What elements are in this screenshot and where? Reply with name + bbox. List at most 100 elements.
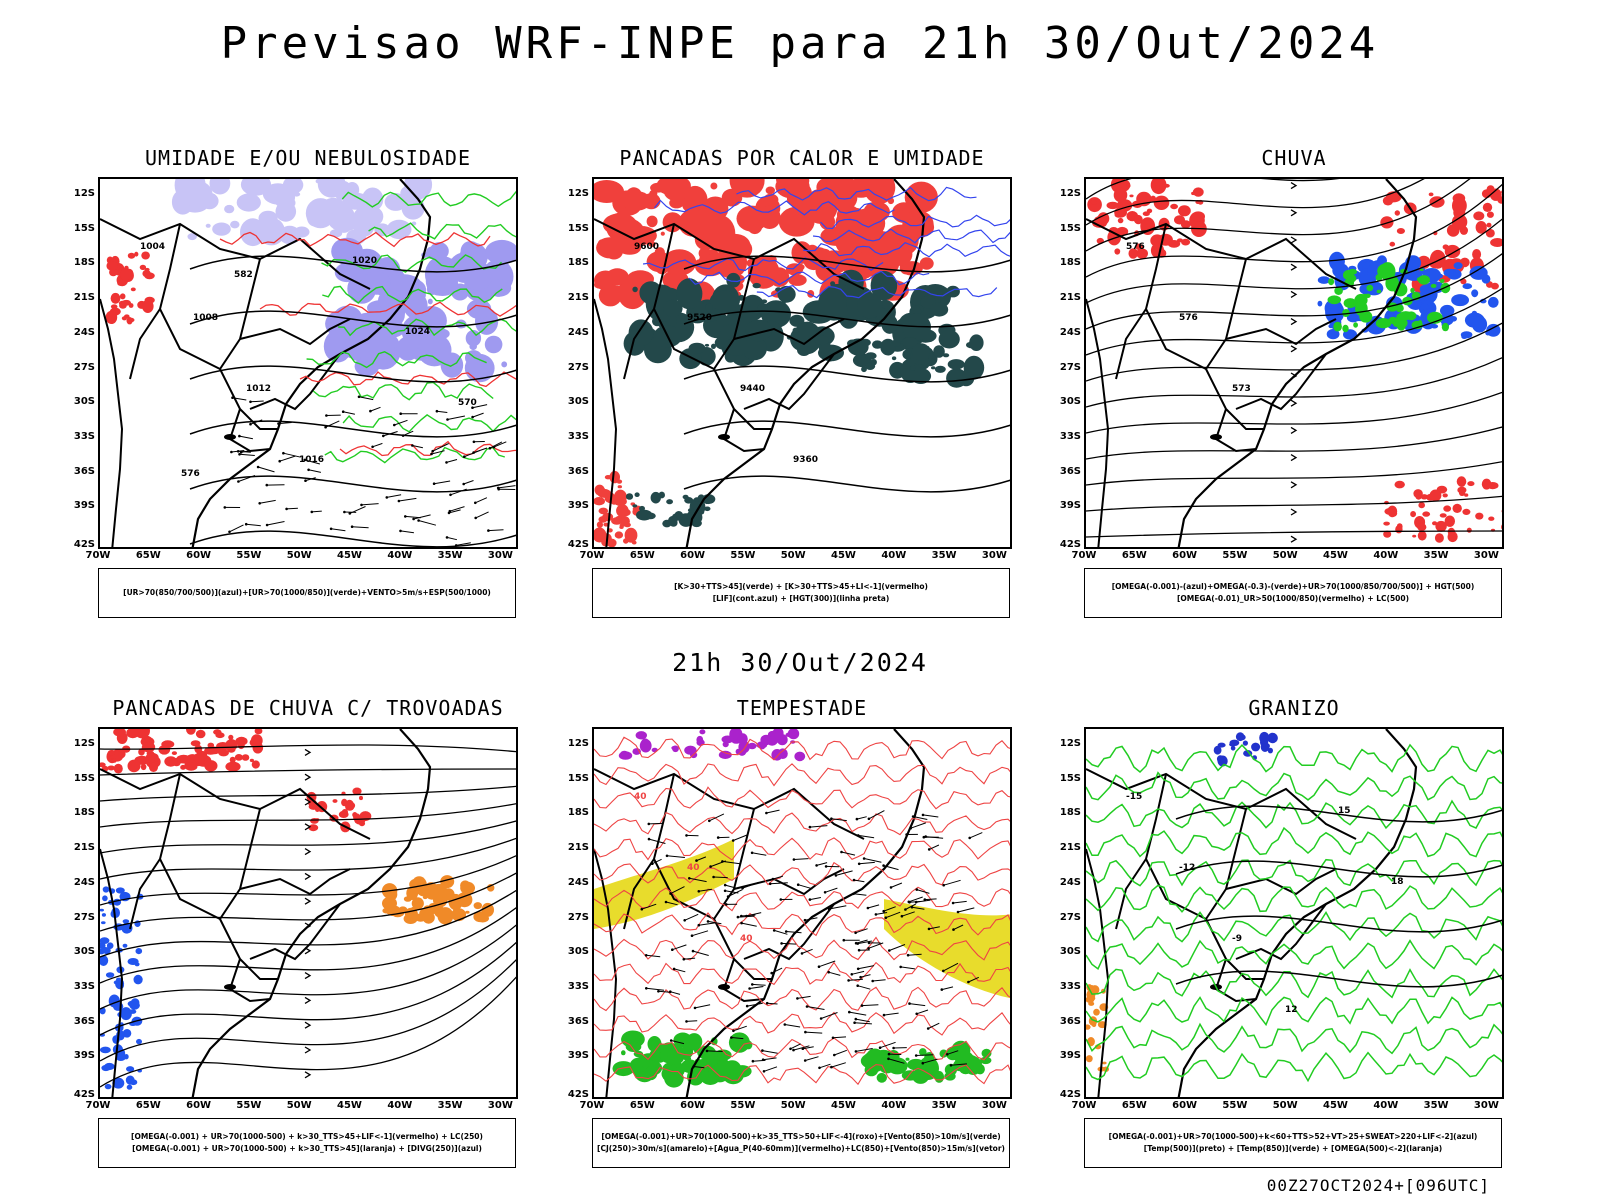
country-border bbox=[228, 408, 271, 453]
streamline bbox=[1086, 179, 1471, 252]
contour-label: -9 bbox=[1232, 934, 1242, 944]
lon-tick-label: 40W bbox=[387, 1100, 413, 1111]
lat-tick-label: 15S bbox=[567, 772, 589, 784]
pressure-contours bbox=[189, 255, 516, 547]
lat-tick-label: 27S bbox=[1059, 911, 1081, 923]
lat-tick-label: 36S bbox=[1059, 1015, 1081, 1027]
contour-label: 1024 bbox=[405, 327, 430, 337]
streamline bbox=[100, 837, 516, 880]
lat-tick-label: 12S bbox=[567, 738, 589, 749]
contour-label: 570 bbox=[458, 398, 477, 408]
country-border bbox=[129, 858, 161, 930]
lat-tick-label: 39S bbox=[1059, 500, 1081, 512]
country-border bbox=[722, 408, 765, 453]
legend-line: [OMEGA(-0.001) + UR>70(1000-500) + k>30_… bbox=[132, 1144, 482, 1153]
country-border bbox=[239, 318, 351, 346]
coastline bbox=[685, 729, 926, 1097]
streamline bbox=[100, 744, 516, 753]
omega-green-area bbox=[1327, 262, 1451, 333]
lon-tick-label: 60W bbox=[186, 1100, 212, 1111]
legend-line: [LIF](cont.azul) + [HGT(300)](linha pret… bbox=[712, 594, 890, 603]
lat-tick-label: 12S bbox=[567, 188, 589, 199]
country-border bbox=[652, 223, 755, 371]
contour-label: 576 bbox=[1179, 313, 1198, 323]
streamline bbox=[100, 976, 516, 1088]
streamline bbox=[100, 924, 516, 1010]
streamline bbox=[1086, 391, 1502, 434]
lon-tick-label: 35W bbox=[437, 1100, 463, 1111]
lon-tick-label: 70W bbox=[1071, 550, 1097, 561]
country-border bbox=[1225, 868, 1337, 896]
contour-label: 1008 bbox=[193, 313, 218, 323]
country-border bbox=[713, 368, 772, 430]
country-border bbox=[1214, 408, 1257, 453]
legend-line: [OMEGA(-0.01)_UR>50(1000/850)(vermelho) … bbox=[1176, 594, 1410, 603]
legend-line: [Temp(500)](preto) + [Temp(850)](verde) … bbox=[1143, 1144, 1443, 1153]
panel-title: PANCADAS POR CALOR E UMIDADE bbox=[619, 146, 985, 170]
lon-tick-label: 30W bbox=[981, 550, 1007, 561]
temp500-contours bbox=[1175, 805, 1502, 988]
lat-tick-label: 36S bbox=[567, 1015, 589, 1027]
lat-tick-label: 18S bbox=[567, 257, 589, 269]
main-title: Previsao WRF-INPE para 21h 30/Out/2024 bbox=[220, 18, 1380, 69]
lon-tick-label: 40W bbox=[881, 1100, 907, 1111]
streamline bbox=[1086, 322, 1502, 382]
lon-tick-label: 65W bbox=[1121, 1100, 1147, 1111]
map-canvas bbox=[100, 729, 516, 1097]
lc850-red-lines bbox=[594, 886, 1010, 912]
lc850-red-lines bbox=[594, 912, 1010, 937]
contour-label: 9440 bbox=[740, 384, 765, 394]
lat-tick-label: 24S bbox=[1059, 326, 1081, 338]
lat-tick-label: 12S bbox=[1059, 188, 1081, 199]
lat-tick-label: 30S bbox=[567, 946, 589, 958]
streamline bbox=[100, 855, 516, 906]
map-umidade: 1004 1008 1012 1016 1020 1024 570 576 582 bbox=[98, 177, 518, 549]
lon-tick-label: 70W bbox=[579, 1100, 605, 1111]
lon-tick-label: 55W bbox=[1222, 550, 1248, 561]
lon-tick-label: 60W bbox=[680, 1100, 706, 1111]
temp850-green-contours bbox=[1086, 771, 1502, 801]
lat-tick-label: 12S bbox=[73, 738, 95, 749]
hgt500-streamlines bbox=[1086, 179, 1502, 543]
contour-label: 15 bbox=[1338, 806, 1351, 816]
country-border bbox=[219, 918, 278, 980]
contour-label: 1004 bbox=[140, 242, 165, 252]
lat-tick-label: 15S bbox=[567, 222, 589, 234]
lif-contour-blue bbox=[642, 257, 884, 272]
lon-tick-label: 65W bbox=[629, 550, 655, 561]
lat-tick-label: 33S bbox=[73, 980, 95, 992]
lon-tick-label: 70W bbox=[85, 550, 111, 561]
legend-line: [K>30+TTS>45](verde) + [K>30+TTS>45+LI<-… bbox=[674, 582, 928, 591]
lon-tick-label: 65W bbox=[135, 550, 161, 561]
legend-pancadas-calor: [K>30+TTS>45](verde) + [K>30+TTS>45+LI<-… bbox=[592, 568, 1010, 618]
panel-title: UMIDADE E/OU NEBULOSIDADE bbox=[144, 146, 472, 170]
country-border bbox=[100, 768, 371, 840]
contour-label: 1012 bbox=[246, 384, 271, 394]
lat-tick-label: 39S bbox=[567, 500, 589, 512]
country-border bbox=[249, 903, 341, 961]
temp850-green-contours bbox=[1086, 939, 1502, 970]
basemap bbox=[100, 729, 432, 1097]
country-border bbox=[1225, 318, 1337, 346]
lat-tick-label: 12S bbox=[1059, 738, 1081, 749]
streamline bbox=[1086, 183, 1502, 278]
lat-tick-label: 24S bbox=[567, 326, 589, 338]
streamline bbox=[100, 872, 516, 932]
moisture-contour-green bbox=[306, 351, 487, 369]
lon-tick-label: 65W bbox=[629, 1100, 655, 1111]
legend-umidade: [UR>70(850/700/500)](azul)+[UR>70(1000/8… bbox=[98, 568, 516, 618]
map-canvas: 576 576 573 bbox=[1086, 179, 1502, 547]
wind-vectors bbox=[223, 395, 516, 547]
lat-tick-label: 12S bbox=[73, 188, 95, 199]
moisture-contour-green bbox=[368, 222, 516, 240]
lon-tick-label: 60W bbox=[1172, 1100, 1198, 1111]
lat-tick-label: 30S bbox=[567, 396, 589, 408]
temp850-green-contours bbox=[1086, 911, 1502, 943]
rain-red-west bbox=[1087, 179, 1207, 259]
lat-tick-label: 21S bbox=[73, 842, 95, 854]
legend-line: [OMEGA(-0.001)-(azul)+OMEGA(-0.3)-(verde… bbox=[1111, 582, 1475, 591]
lat-tick-label: 21S bbox=[73, 292, 95, 304]
lon-tick-label: 35W bbox=[1423, 550, 1449, 561]
lc850-red-lines bbox=[594, 861, 1010, 886]
mid-title: 21h 30/Out/2024 bbox=[672, 648, 928, 677]
